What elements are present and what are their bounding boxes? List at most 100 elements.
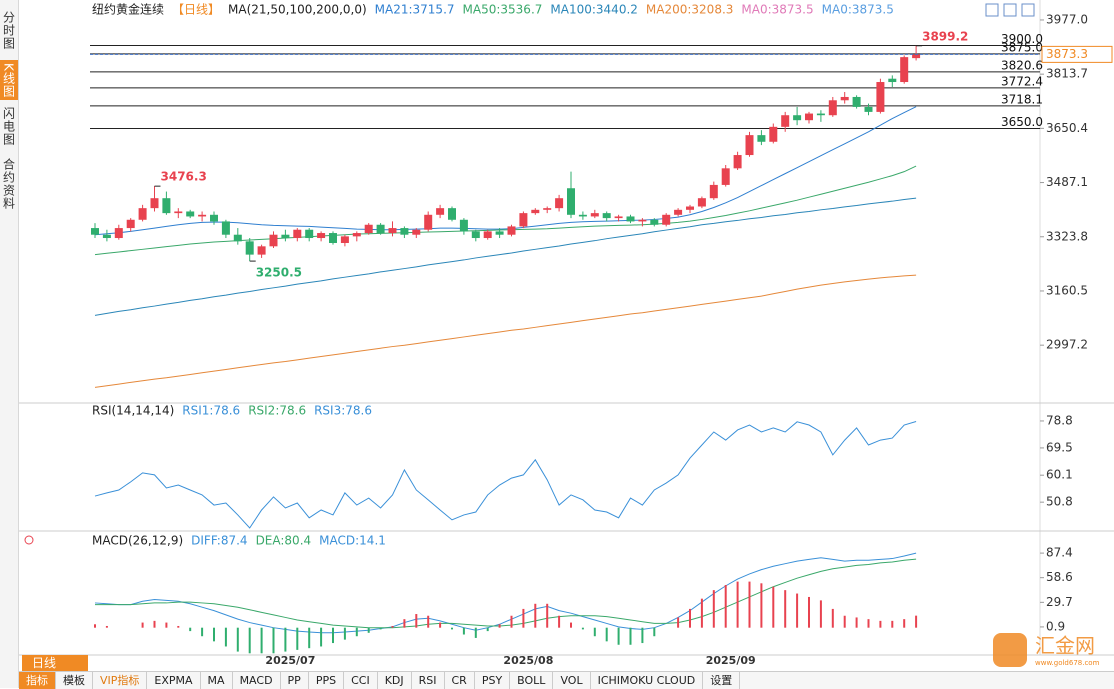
macd-bar bbox=[105, 625, 108, 628]
toolbar-button[interactable]: ICHIMOKU CLOUD bbox=[591, 672, 704, 689]
candle-body bbox=[162, 198, 171, 214]
price-line-label: 3718.1 bbox=[1001, 92, 1043, 106]
candle-body bbox=[245, 241, 254, 255]
line bbox=[94, 552, 917, 634]
tab[interactable]: 闪电图 bbox=[1, 106, 16, 146]
candle-body bbox=[376, 224, 385, 234]
candle-body bbox=[459, 219, 468, 232]
tab[interactable]: K线图 bbox=[0, 60, 18, 100]
tool-icon[interactable] bbox=[1021, 3, 1035, 17]
macd-bar bbox=[605, 627, 608, 642]
candle-body bbox=[697, 198, 706, 207]
macd-bar bbox=[724, 585, 727, 628]
candle-body bbox=[733, 155, 742, 169]
watermark: 汇金网 bbox=[1035, 634, 1095, 658]
candle-body bbox=[305, 229, 314, 239]
candle-body bbox=[686, 206, 694, 210]
candle-body bbox=[721, 168, 730, 185]
candle-body bbox=[233, 234, 242, 242]
candle-body bbox=[805, 113, 813, 121]
macd-bar bbox=[201, 627, 204, 637]
macd-bar bbox=[736, 581, 739, 628]
period-tab[interactable]: 日线 bbox=[22, 655, 88, 671]
candle-body bbox=[828, 100, 837, 116]
macd-bar bbox=[332, 627, 334, 644]
macd-bar bbox=[296, 627, 299, 650]
candle-body bbox=[91, 228, 99, 235]
candle-body bbox=[757, 135, 766, 142]
toolbar-button[interactable]: BOLL bbox=[510, 672, 554, 689]
tab[interactable]: 分时图 bbox=[1, 10, 16, 50]
line bbox=[94, 197, 917, 316]
legend-label: DEA:80.4 bbox=[256, 534, 312, 548]
legend-label: MA(21,50,100,200,0,0) bbox=[228, 3, 367, 17]
toolbar-button[interactable]: VIP指标 bbox=[93, 672, 148, 689]
current-price-box bbox=[1041, 45, 1113, 63]
macd-bar bbox=[712, 590, 715, 628]
toolbar-button[interactable]: PPS bbox=[309, 672, 345, 689]
legend-label: MA21:3715.7 bbox=[375, 3, 455, 17]
toolbar-button[interactable]: CCI bbox=[344, 672, 378, 689]
toolbar-button[interactable]: VOL bbox=[553, 672, 591, 689]
tab[interactable]: 合约资料 bbox=[1, 158, 16, 210]
candle-body bbox=[662, 214, 671, 225]
panel-icon[interactable] bbox=[24, 535, 34, 545]
candle-body bbox=[102, 234, 111, 239]
candle-body bbox=[364, 224, 373, 234]
macd-bar bbox=[224, 627, 227, 647]
toolbar-button[interactable]: 指标 bbox=[19, 672, 56, 689]
macd-bar bbox=[272, 627, 275, 654]
toolbar-button[interactable]: RSI bbox=[412, 672, 445, 689]
candle-body bbox=[674, 209, 683, 215]
toolbar-button[interactable]: PSY bbox=[475, 672, 511, 689]
legend-label: MA200:3208.3 bbox=[646, 3, 734, 17]
macd-bar bbox=[522, 608, 525, 628]
candle-body bbox=[210, 214, 218, 222]
macd-bar bbox=[855, 617, 858, 628]
candle-body bbox=[412, 229, 421, 235]
x-tick-label: 2025/07 bbox=[265, 654, 315, 667]
macd-bar bbox=[165, 622, 168, 628]
toolbar-button[interactable]: CR bbox=[445, 672, 475, 689]
watermark-logo bbox=[993, 633, 1027, 667]
toolbar-button[interactable]: MA bbox=[201, 672, 233, 689]
candle-body bbox=[436, 208, 445, 215]
legend-label: MACD(26,12,9) bbox=[92, 534, 183, 548]
candle-body bbox=[317, 233, 326, 239]
toolbar-button[interactable]: 模板 bbox=[56, 672, 93, 689]
current-price: 3873.3 bbox=[1046, 47, 1088, 61]
toolbar-button[interactable]: MACD bbox=[233, 672, 281, 689]
candle-body bbox=[567, 188, 575, 215]
macd-bar bbox=[772, 586, 775, 628]
candle-body bbox=[769, 126, 778, 142]
y-tick-label: 29.7 bbox=[1046, 595, 1073, 609]
candle-body bbox=[864, 106, 873, 112]
toolbar-button[interactable]: PP bbox=[281, 672, 309, 689]
candle-body bbox=[293, 229, 302, 239]
macd-bar bbox=[903, 619, 906, 628]
macd-bar bbox=[498, 624, 501, 628]
macd-bar bbox=[177, 625, 180, 628]
macd-bar bbox=[570, 622, 572, 628]
candle-body bbox=[876, 82, 885, 112]
macd-bar bbox=[700, 598, 703, 628]
candle-body bbox=[614, 216, 623, 219]
macd-bar bbox=[403, 619, 406, 628]
candle-body bbox=[198, 214, 207, 217]
candle-body bbox=[257, 246, 266, 255]
candle-body bbox=[745, 135, 754, 156]
candle-body bbox=[138, 208, 147, 220]
macd-bar bbox=[819, 600, 822, 628]
toolbar-button[interactable]: EXPMA bbox=[147, 672, 201, 689]
macd-bar bbox=[843, 615, 846, 628]
toolbar-button[interactable]: KDJ bbox=[378, 672, 412, 689]
macd-bar bbox=[308, 627, 311, 649]
tool-icon[interactable] bbox=[985, 3, 999, 17]
macd-bar bbox=[915, 615, 918, 628]
macd-bar bbox=[427, 615, 430, 628]
tool-icon[interactable] bbox=[1003, 3, 1017, 17]
toolbar-button[interactable]: 设置 bbox=[703, 672, 741, 689]
macd-bar bbox=[748, 581, 751, 628]
candle-body bbox=[555, 198, 564, 209]
candle-body bbox=[519, 213, 528, 227]
